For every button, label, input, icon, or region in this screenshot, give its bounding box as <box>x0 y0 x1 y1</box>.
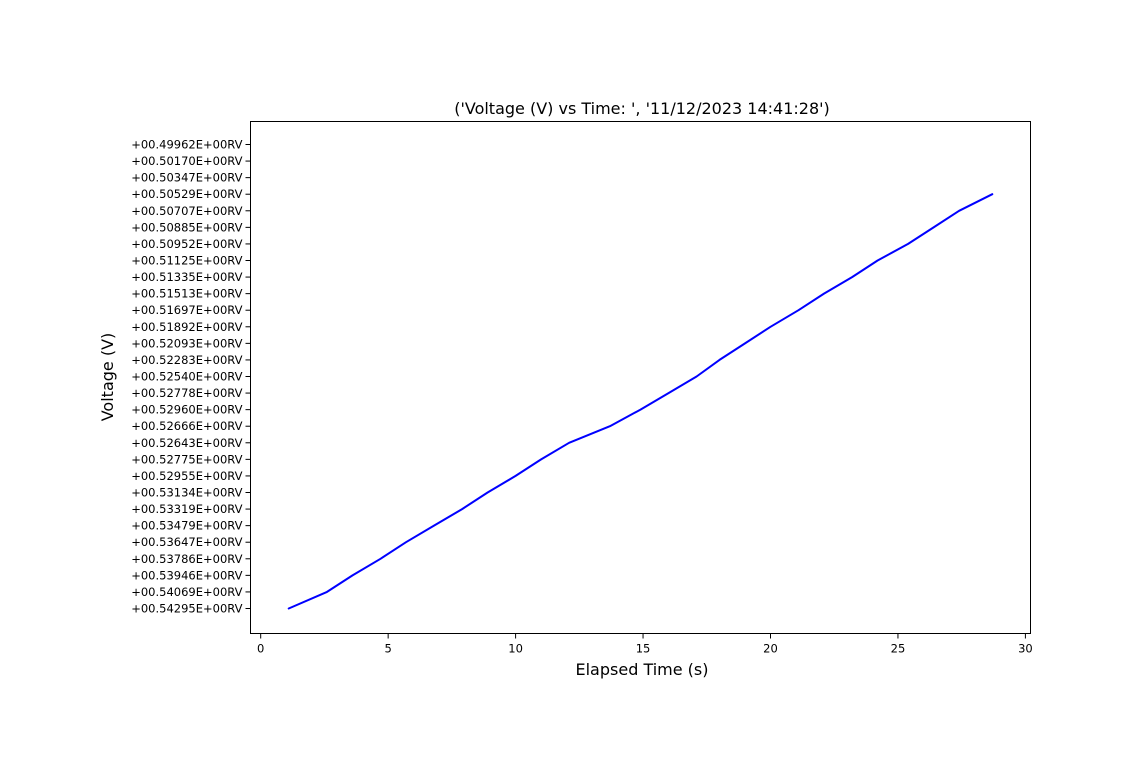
y-tick-label: +00.54069E+00RV <box>131 585 242 599</box>
y-tick-label: +00.52960E+00RV <box>131 403 242 417</box>
y-axis: +00.54295E+00RV +00.54069E+00RV +00.53946E… <box>131 138 251 616</box>
y-tick-label: +00.50529E+00RV <box>131 187 242 201</box>
y-tick-label: +00.50952E+00RV <box>131 237 242 251</box>
plot-area: 0 5 10 15 20 25 30 +00.54295E+00RV +00.54069E+0… <box>131 121 1033 656</box>
y-tick-label: +00.50707E+00RV <box>131 204 242 218</box>
y-tick-label: +00.51125E+00RV <box>131 254 242 268</box>
y-tick-label: +00.52775E+00RV <box>131 452 242 466</box>
y-tick-label: +00.52666E+00RV <box>131 419 242 433</box>
x-tick-label: 15 <box>636 642 651 656</box>
y-tick-label: +00.51335E+00RV <box>131 270 242 284</box>
y-tick-label: +00.54295E+00RV <box>131 602 242 616</box>
y-tick-label: +00.50347E+00RV <box>131 171 242 185</box>
y-tick-label: +00.51513E+00RV <box>131 287 242 301</box>
x-axis-label: Elapsed Time (s) <box>576 660 709 679</box>
x-tick-label: 20 <box>763 642 778 656</box>
plot-frame <box>250 121 1031 634</box>
y-tick-label: +00.53134E+00RV <box>131 486 242 500</box>
y-tick-label: +00.53479E+00RV <box>131 519 242 533</box>
y-tick-label: +00.50885E+00RV <box>131 220 242 234</box>
y-tick-label: +00.52955E+00RV <box>131 469 242 483</box>
y-tick-label: +00.52283E+00RV <box>131 353 242 367</box>
y-tick-label: +00.51697E+00RV <box>131 303 242 317</box>
y-tick-label: +00.53786E+00RV <box>131 552 242 566</box>
series-layer <box>287 193 994 610</box>
x-tick-label: 0 <box>257 642 264 656</box>
y-tick-label: +00.52540E+00RV <box>131 370 242 384</box>
y-tick-label: +00.51892E+00RV <box>131 320 242 334</box>
y-tick-label: +00.53319E+00RV <box>131 502 242 516</box>
x-axis: 0 5 10 15 20 25 30 <box>257 633 1033 656</box>
x-tick-label: 5 <box>384 642 391 656</box>
y-tick-label: +00.53946E+00RV <box>131 568 242 582</box>
y-axis-label: Voltage (V) <box>98 333 117 422</box>
x-tick-label: 10 <box>508 642 523 656</box>
x-tick-label: 30 <box>1018 642 1033 656</box>
y-tick-label: +00.52778E+00RV <box>131 386 242 400</box>
y-tick-label: +00.50170E+00RV <box>131 154 242 168</box>
y-tick-label: +00.52093E+00RV <box>131 336 242 350</box>
y-tick-label: +00.53647E+00RV <box>131 535 242 549</box>
series-line <box>287 193 994 610</box>
x-tick-label: 25 <box>891 642 906 656</box>
chart-title: ('Voltage (V) vs Time: ', '11/12/2023 14… <box>454 99 830 118</box>
y-tick-label: +00.52643E+00RV <box>131 436 242 450</box>
y-tick-label: +00.49962E+00RV <box>131 138 242 152</box>
